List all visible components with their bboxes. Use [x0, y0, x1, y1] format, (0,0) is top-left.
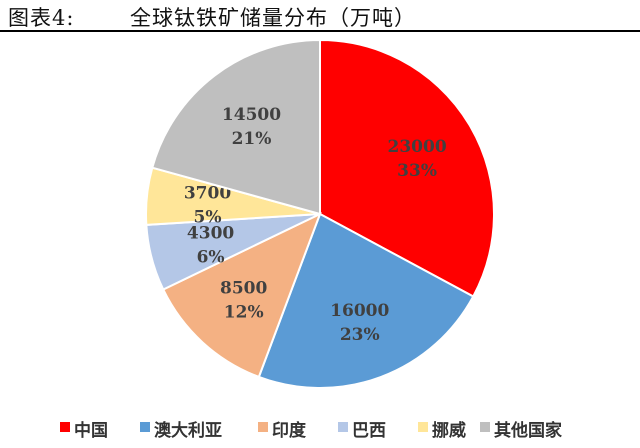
data-label-value-china: 23000: [388, 137, 447, 157]
title-bar: 图表4: 全球钛铁矿储量分布（万吨）: [0, 0, 640, 32]
legend-swatch-china: [60, 422, 70, 432]
chart-title: 全球钛铁矿储量分布（万吨）: [130, 6, 416, 30]
pie-slice-others: [151, 38, 321, 216]
pie-slice-australia: [257, 212, 475, 389]
legend-label-australia: 澳大利亚: [154, 421, 222, 441]
data-label-percent-brazil: 6%: [197, 248, 225, 268]
legend-swatch-australia: [140, 422, 150, 432]
legend-swatch-norway: [418, 422, 428, 432]
pie-slice-china: [319, 38, 495, 298]
data-label-value-norway: 3700: [184, 183, 231, 203]
legend-swatch-others: [480, 422, 490, 432]
legend-label-china: 中国: [74, 421, 108, 441]
legend-label-brazil: 巴西: [352, 421, 386, 441]
legend-swatch-india: [258, 422, 268, 432]
data-label-value-brazil: 4300: [187, 224, 234, 244]
pie-slice-india: [161, 212, 322, 379]
pie-chart: 23000 33% 16000 23% 8500 12% 4300 6% 3700 5% 14500…: [145, 38, 495, 389]
data-label-value-others: 14500: [222, 105, 281, 125]
data-label-percent-india: 12%: [224, 302, 264, 322]
legend-label-norway: 挪威: [432, 421, 466, 441]
data-label-percent-australia: 23%: [340, 325, 380, 345]
legend-label-india: 印度: [272, 421, 306, 441]
legend-label-others: 其他国家: [494, 421, 562, 441]
data-label-value-australia: 16000: [330, 301, 389, 321]
data-label-percent-china: 33%: [397, 161, 437, 181]
chart-legend: 中国 澳大利亚 印度 巴西 挪威 其他国家: [0, 412, 640, 442]
figure-label: 图表4:: [8, 6, 75, 30]
legend-swatch-brazil: [338, 422, 348, 432]
data-label-percent-others: 21%: [232, 129, 272, 149]
data-label-value-india: 8500: [220, 278, 267, 298]
data-label-percent-norway: 5%: [194, 207, 222, 227]
